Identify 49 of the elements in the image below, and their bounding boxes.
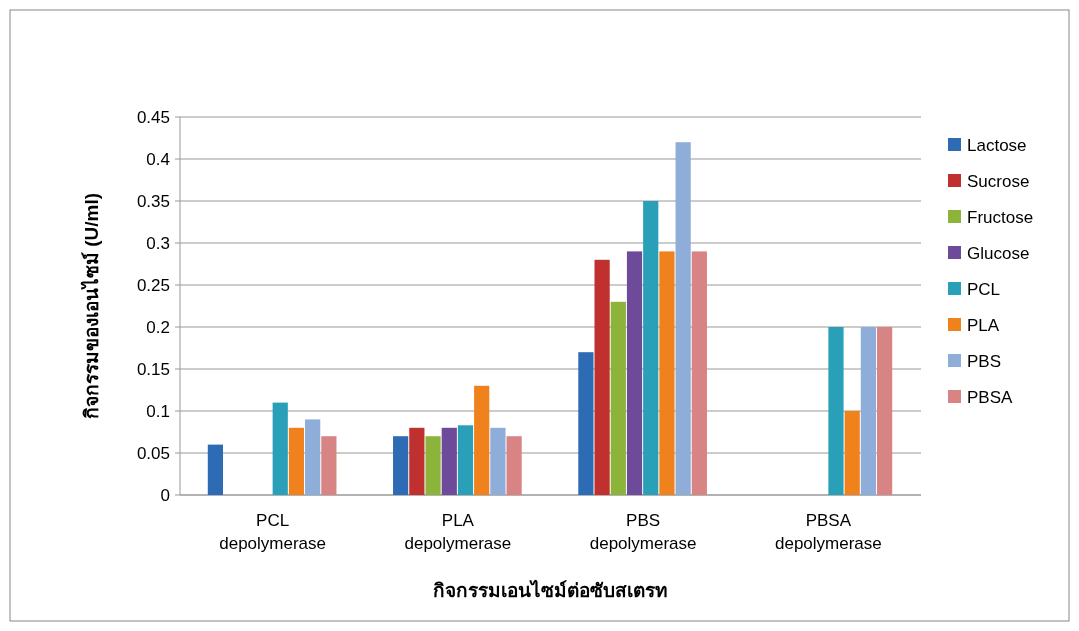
x-tick-label: PBS depolymerase [589,511,697,553]
bar [272,402,288,495]
bar [860,327,876,495]
bar [643,201,659,495]
bar [321,436,337,495]
y-tick-label: 0.35 [136,191,170,211]
bar [828,327,844,495]
bar [425,436,441,495]
y-tick-label: 0.05 [136,443,170,463]
y-tick-label: 0.15 [136,359,170,379]
bar [506,436,522,495]
bar [578,352,594,495]
x-tick-label: PLA depolymerase [404,511,512,553]
legend-label: PLA [967,315,1000,335]
bar [490,427,506,495]
x-axis-title: กิจกรรมเอนไซม์ต่อซับสเตรท [433,579,668,601]
bar [877,327,893,495]
bar [305,419,321,495]
x-tick-label: PCL depolymerase [219,511,327,553]
x-tick-label: PBSA depolymerase [774,511,882,553]
bar [457,425,474,495]
legend-label: PCL [967,279,1001,299]
legend-label: Lactose [967,135,1027,155]
bar [626,251,643,495]
legend-label: Sucrose [967,171,1030,191]
bar [288,427,305,495]
bar [393,436,409,495]
y-tick-label: 0.4 [146,149,170,169]
bar [474,385,490,495]
y-tick-label: 0.1 [146,401,170,421]
bar [409,427,425,495]
y-tick-label: 0.25 [136,275,170,295]
bar [675,142,691,495]
bar [659,251,675,495]
legend-label: Fructose [967,207,1034,227]
y-axis-title: กิจกรรมของเอนไซม์ (U/ml) [80,192,102,420]
y-tick-label: 0.45 [136,107,170,127]
y-tick-label: 0 [160,485,170,505]
bar [691,251,707,495]
legend-label: PBSA [967,387,1014,407]
bar [441,427,457,495]
y-tick-label: 0.2 [146,317,170,337]
bar [844,411,860,495]
bar [594,259,610,495]
legend-label: Glucose [967,243,1030,263]
y-tick-label: 0.3 [146,233,170,253]
bar [207,444,223,495]
bar [610,301,626,495]
legend-label: PBS [967,351,1002,371]
